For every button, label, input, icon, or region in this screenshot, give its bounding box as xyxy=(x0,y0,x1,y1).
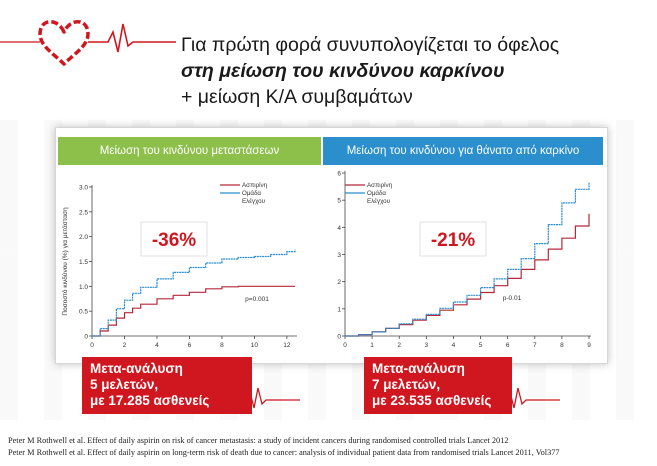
y-tick-label: 1.5 xyxy=(79,259,88,266)
x-tick-label: 4 xyxy=(155,342,159,349)
y-tick-label: 4 xyxy=(337,225,341,232)
chart-left-title: Μείωση του κινδύνου μεταστάσεων xyxy=(58,137,321,165)
reduction-badge-bg xyxy=(140,221,208,257)
callout-left: Μετα-ανάλυση 5 μελετών, με 17.285 ασθενε… xyxy=(82,357,252,414)
p-value: p=0.001 xyxy=(245,296,269,303)
headline-line-2: στη μείωση του κινδύνου καρκίνου xyxy=(181,60,505,82)
callout-left-line3: με 17.285 ασθενείς xyxy=(90,393,210,408)
x-tick-label: 5 xyxy=(479,342,483,349)
x-tick-label: 4 xyxy=(452,342,456,349)
y-tick-label: 0 xyxy=(337,334,341,341)
callout-left-line1: Μετα-ανάλυση xyxy=(90,361,183,376)
x-tick-label: 8 xyxy=(560,342,564,349)
headline-line-3: + μείωση Κ/Α συμβαμάτων xyxy=(181,86,413,108)
y-tick-label: 2.5 xyxy=(79,209,88,216)
heart-ecg-icon xyxy=(0,20,176,66)
x-tick-label: 1 xyxy=(370,342,374,349)
y-tick-label: 3.0 xyxy=(79,185,88,192)
headline-line-1: Για πρώτη φορά συνυπολογίζεται το όφελος xyxy=(181,34,560,56)
y-tick-label: 1.0 xyxy=(79,284,88,291)
callout-right-line3: με 23.535 ασθενείς xyxy=(372,393,492,408)
reference-1: Peter M Rothwell et al. Effect of daily … xyxy=(8,436,509,445)
reduction-badge-label: -21% xyxy=(431,230,475,251)
reduction-badge-label: -36% xyxy=(152,230,196,251)
p-value: p-0.01 xyxy=(503,295,522,302)
x-tick-label: 8 xyxy=(220,342,224,349)
legend-label-control-1: Ομάδα xyxy=(242,190,261,197)
x-tick-label: 9 xyxy=(587,342,591,349)
x-tick-label: 3 xyxy=(425,342,429,349)
reference-2: Peter M Rothwell et al. Effect of daily … xyxy=(8,448,560,457)
legend-label-aspirin: Ασπιρίνη xyxy=(367,182,393,189)
y-tick-label: 2.0 xyxy=(79,234,88,241)
y-tick-label: 1 xyxy=(337,306,341,313)
series-line-aspirin xyxy=(92,285,295,337)
x-tick-label: 6 xyxy=(188,342,192,349)
chart-right-title: Μείωση του κινδύνου για θάνατο από καρκί… xyxy=(323,137,603,165)
callout-right-line2: 7 μελετών, xyxy=(372,377,441,392)
x-tick-label: 6 xyxy=(506,342,510,349)
callout-left-line2: 5 μελετών, xyxy=(90,377,159,392)
reduction-badge-bg xyxy=(419,221,487,257)
x-tick-label: 2 xyxy=(397,342,401,349)
x-tick-label: 0 xyxy=(343,342,347,349)
legend-label-control-1: Ομάδα xyxy=(367,190,386,197)
y-tick-label: 3 xyxy=(337,252,341,259)
y-axis-label: Ποσοστό κινδύνου (%) για μετάσταση xyxy=(61,207,69,316)
x-tick-label: 0 xyxy=(90,342,94,349)
chart-left: 0 0.5 1.0 1.5 2.0 2.5 3.0 0 2 4 6 8 10 12 Ποσοστό κινδ… xyxy=(61,182,297,349)
series-line-control xyxy=(345,182,590,337)
y-tick-label: 6 xyxy=(337,171,341,178)
y-tick-label: 5 xyxy=(337,198,341,205)
series-line-control xyxy=(92,249,296,337)
y-tick-label: 2 xyxy=(337,279,341,286)
legend-label-aspirin: Ασπιρίνη xyxy=(242,182,268,189)
x-tick-label: 10 xyxy=(251,342,259,349)
legend-label-control-2: Ελέγχου xyxy=(367,198,391,205)
y-tick-label: 0 xyxy=(84,334,88,341)
callout-right-line1: Μετα-ανάλυση xyxy=(372,361,465,376)
x-tick-label: 12 xyxy=(283,342,291,349)
y-tick-label: 0.5 xyxy=(79,309,88,316)
x-tick-label: 7 xyxy=(533,342,537,349)
callout-right: Μετα-ανάλυση 7 μελετών, με 23.535 ασθενε… xyxy=(364,357,512,414)
x-tick-label: 2 xyxy=(123,342,127,349)
legend-label-control-2: Ελέγχου xyxy=(242,198,266,205)
